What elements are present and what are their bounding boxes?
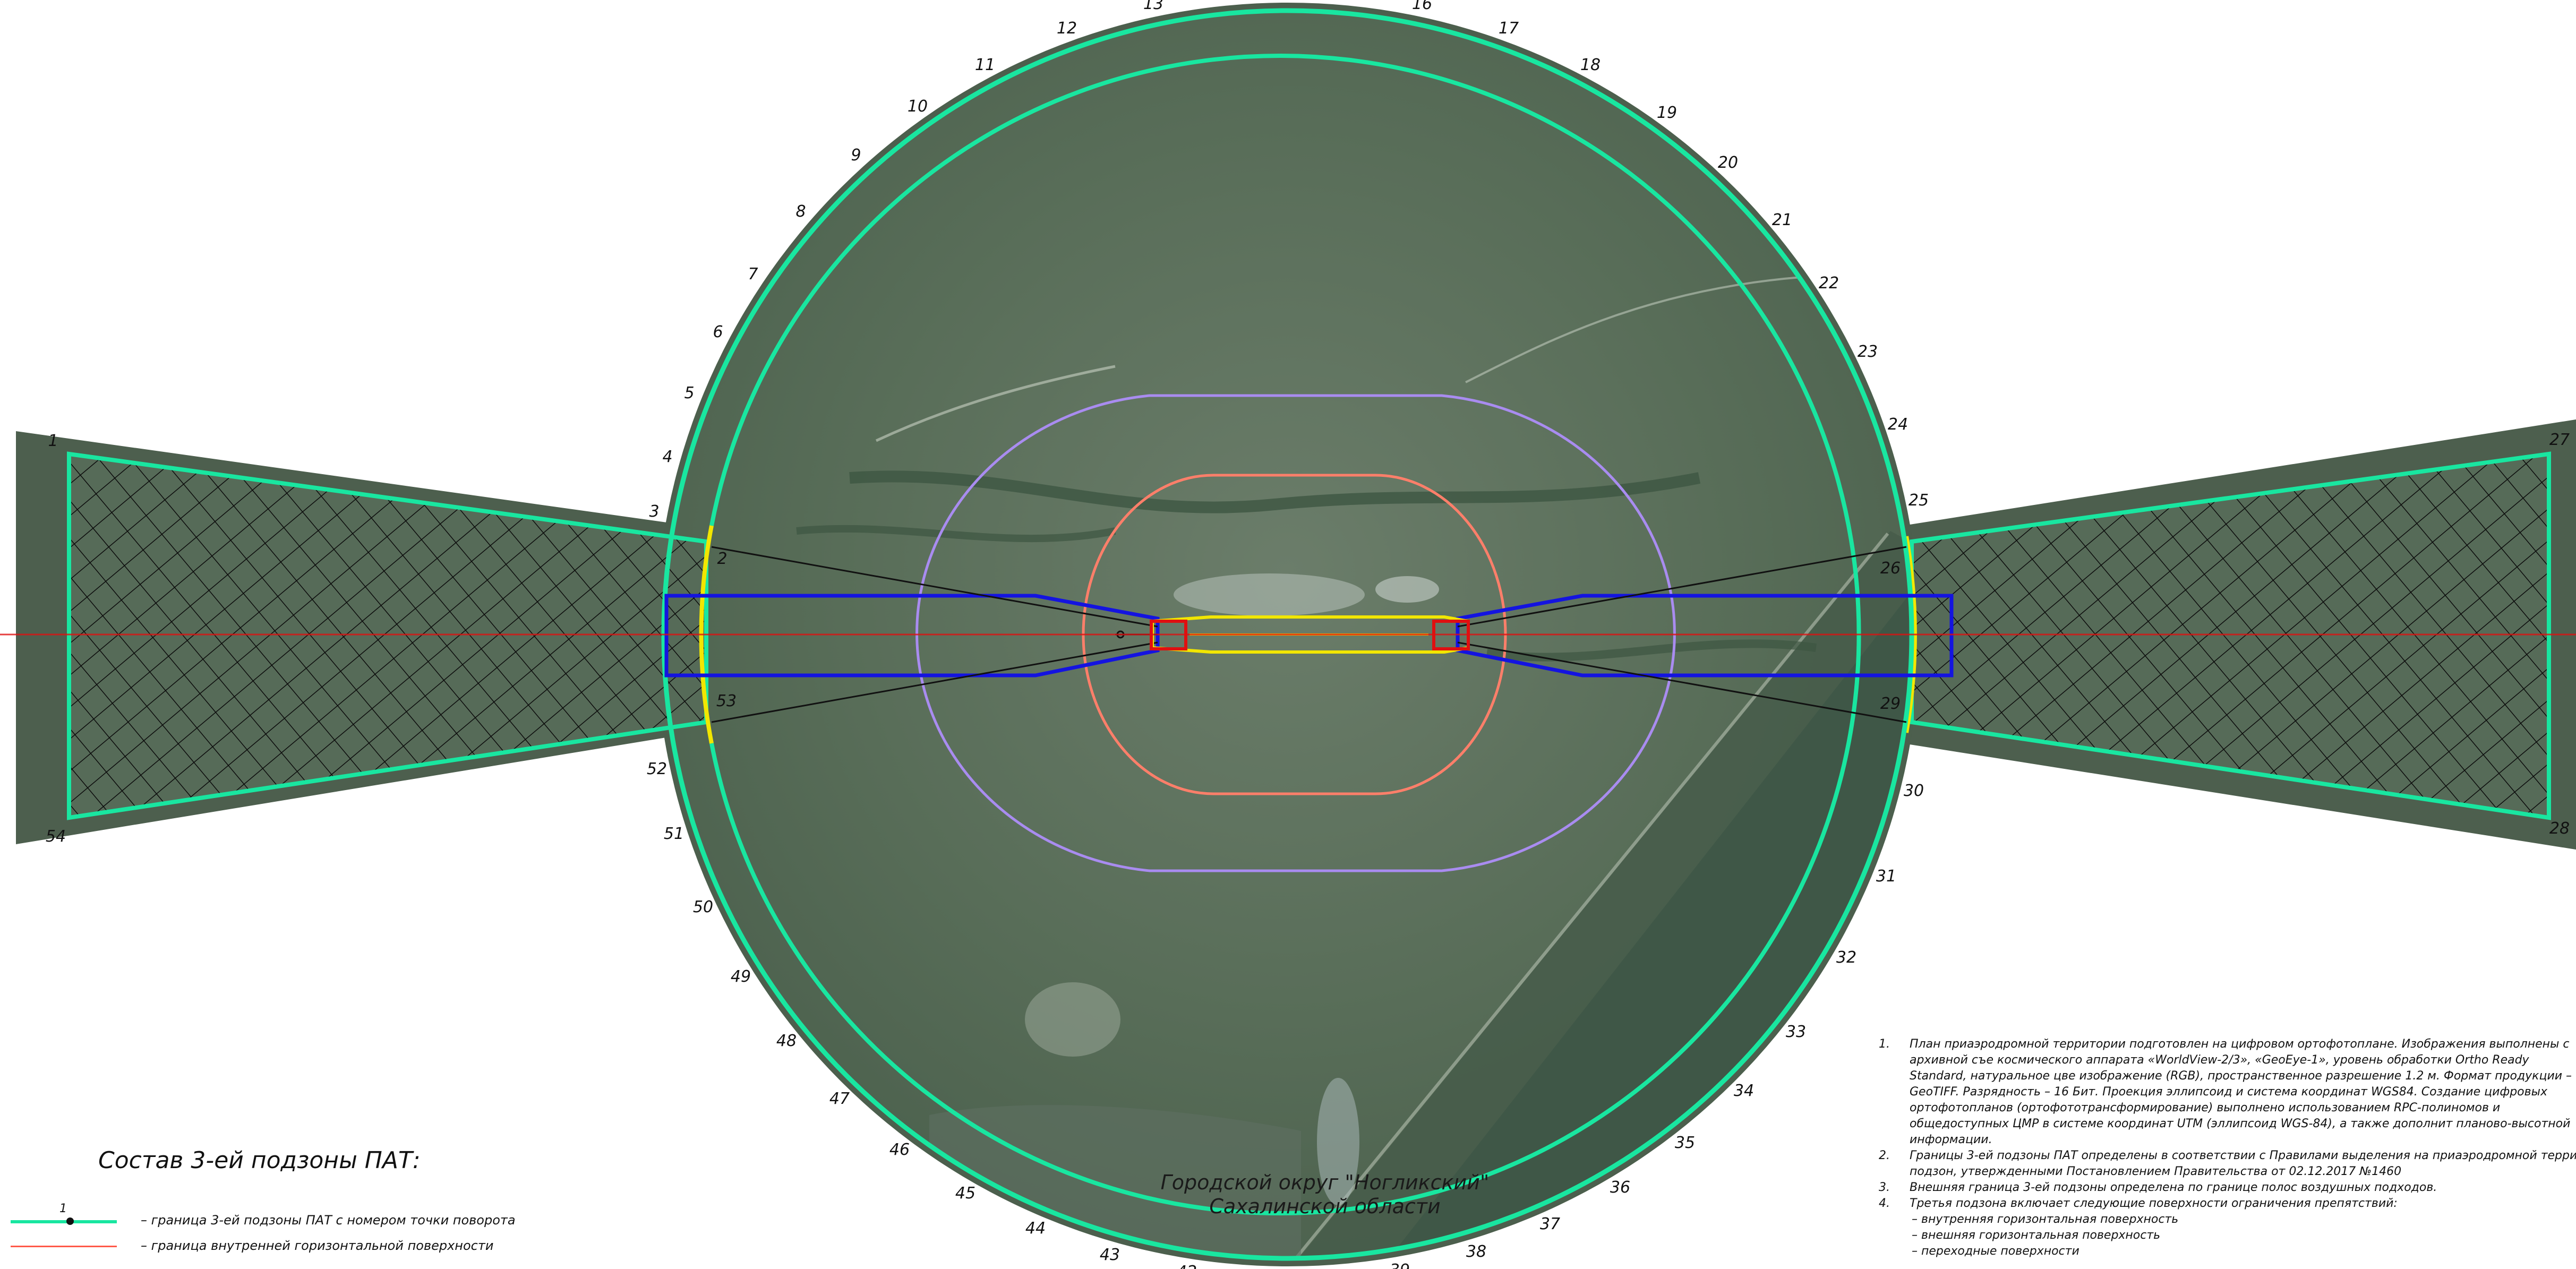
boundary-point-label: 14 xyxy=(1233,0,1253,1)
boundary-point-label: 39 xyxy=(1390,1261,1410,1269)
transitional-lines xyxy=(711,546,1907,723)
approach-wing-right xyxy=(1910,451,2551,820)
boundary-point-label: 1 xyxy=(48,432,58,450)
boundary-point-label: 28 xyxy=(2549,819,2570,838)
boundary-point-label: 49 xyxy=(731,967,751,986)
boundary-point-label: 16 xyxy=(1412,0,1432,13)
boundary-point-label: 3 xyxy=(649,502,659,521)
boundary-point-label: 45 xyxy=(955,1184,975,1203)
boundary-point-label: 10 xyxy=(908,97,928,116)
boundary-point-label: 22 xyxy=(1819,274,1839,293)
boundary-point-label: 30 xyxy=(1904,782,1924,800)
boundary-point-label: 19 xyxy=(1657,104,1677,122)
boundary-point-label: 6 xyxy=(713,323,723,341)
boundary-point-label: 37 xyxy=(1540,1215,1560,1233)
boundary-point-label: 38 xyxy=(1466,1242,1486,1261)
boundary-point-label: 43 xyxy=(1100,1246,1120,1264)
legend-sample-point-label: 1 xyxy=(59,1202,67,1215)
boundary-point-label: 13 xyxy=(1143,0,1163,13)
boundary-point-label: 31 xyxy=(1876,867,1896,886)
note-item: 3. Внешняя граница 3-ей подзоны определе… xyxy=(1879,1180,2576,1196)
boundary-point-label: 24 xyxy=(1888,415,1908,434)
boundary-point-label: 27 xyxy=(2549,431,2570,449)
boundary-point-label: 20 xyxy=(1718,153,1738,172)
note-item: 2. Границы 3-ей подзоны ПАТ определены в… xyxy=(1879,1148,2576,1180)
boundary-point-label: 46 xyxy=(889,1141,910,1159)
boundary-point-label: 26 xyxy=(1880,559,1901,578)
boundary-point-label: 52 xyxy=(647,760,667,778)
boundary-point-label: 5 xyxy=(684,384,694,402)
legend-title: Состав 3-ей подзоны ПАТ: xyxy=(98,1147,421,1174)
note-subitem: – переходные поверхности xyxy=(1912,1245,2079,1258)
boundary-point-label: 11 xyxy=(975,56,995,74)
boundary-point-label: 7 xyxy=(748,265,758,284)
boundary-point-label: 21 xyxy=(1772,211,1792,229)
boundary-point-label: 36 xyxy=(1610,1178,1630,1197)
boundary-point-label: 53 xyxy=(716,692,737,710)
note-subitem: – внутренняя горизонтальная поверхность xyxy=(1912,1213,2179,1226)
note-item: 1. План приаэродромной территории подгот… xyxy=(1879,1036,2576,1148)
place-name-line1: Городской округ "Ногликский" xyxy=(1161,1171,1490,1194)
boundary-point-label: 23 xyxy=(1858,342,1878,361)
boundary-point-label: 33 xyxy=(1786,1023,1806,1041)
boundary-point-label: 32 xyxy=(1836,948,1856,967)
approach-wing-left xyxy=(67,451,708,820)
boundary-point-label: 47 xyxy=(829,1090,850,1108)
boundary-point-label: 50 xyxy=(693,898,713,916)
boundary-point-label: 51 xyxy=(664,825,684,843)
outer-horizontal-surface xyxy=(915,394,1676,872)
boundary-point-labels: 1234567891011121314151617181920212223242… xyxy=(46,0,2570,1269)
boundary-point-label: 25 xyxy=(1909,491,1929,510)
terrain-imagery xyxy=(665,12,1910,1257)
legend-point-marker-icon xyxy=(66,1217,74,1225)
boundary-point-label: 35 xyxy=(1675,1134,1695,1152)
boundary-point-label: 9 xyxy=(851,146,861,165)
boundary-point-label: 34 xyxy=(1734,1082,1754,1100)
boundary-point-label: 12 xyxy=(1057,19,1077,38)
place-name-line2: Сахалинской области xyxy=(1209,1195,1440,1218)
boundary-point-label: 15 xyxy=(1323,0,1343,1)
note-text: Границы 3-ей подзоны ПАТ определены в со… xyxy=(1910,1149,2576,1178)
legend-text-subzone: – граница 3-ей подзоны ПАТ с номером точ… xyxy=(141,1213,516,1228)
note-subitem: – внешняя горизонтальная поверхность xyxy=(1912,1229,2161,1242)
note-number: 3. xyxy=(1879,1181,1890,1194)
boundary-point-label: 48 xyxy=(776,1032,797,1050)
boundary-point-label: 4 xyxy=(662,448,672,466)
note-number: 2. xyxy=(1879,1149,1890,1162)
note-item: 4. Третья подзона включает следующие пов… xyxy=(1879,1196,2576,1212)
boundary-point-label: 44 xyxy=(1025,1219,1046,1238)
legend-sample-subzone xyxy=(11,1220,117,1223)
legend-text-inner-surface: – граница внутренней горизонтальной пове… xyxy=(141,1238,494,1253)
note-text: Третья подзона включает следующие поверх… xyxy=(1910,1197,2398,1210)
inner-horizontal-surface xyxy=(1082,474,1507,795)
note-number: 1. xyxy=(1879,1038,1890,1051)
notes-block: 1. План приаэродромной территории подгот… xyxy=(1879,1036,2576,1259)
boundary-point-label: 8 xyxy=(795,202,806,221)
note-text: План приаэродромной территории подготовл… xyxy=(1910,1038,2572,1146)
boundary-point-label: 18 xyxy=(1580,56,1601,74)
boundary-point-label: 17 xyxy=(1499,19,1519,38)
boundary-point-label: 42 xyxy=(1177,1263,1197,1269)
legend-sample-inner-surface xyxy=(11,1246,117,1247)
boundary-point-label: 2 xyxy=(717,550,727,568)
boundary-point-label: 54 xyxy=(46,827,66,846)
boundary-point-label: 29 xyxy=(1880,694,1901,713)
note-number: 4. xyxy=(1879,1197,1890,1210)
note-text: Внешняя граница 3-ей подзоны определена … xyxy=(1910,1181,2437,1194)
